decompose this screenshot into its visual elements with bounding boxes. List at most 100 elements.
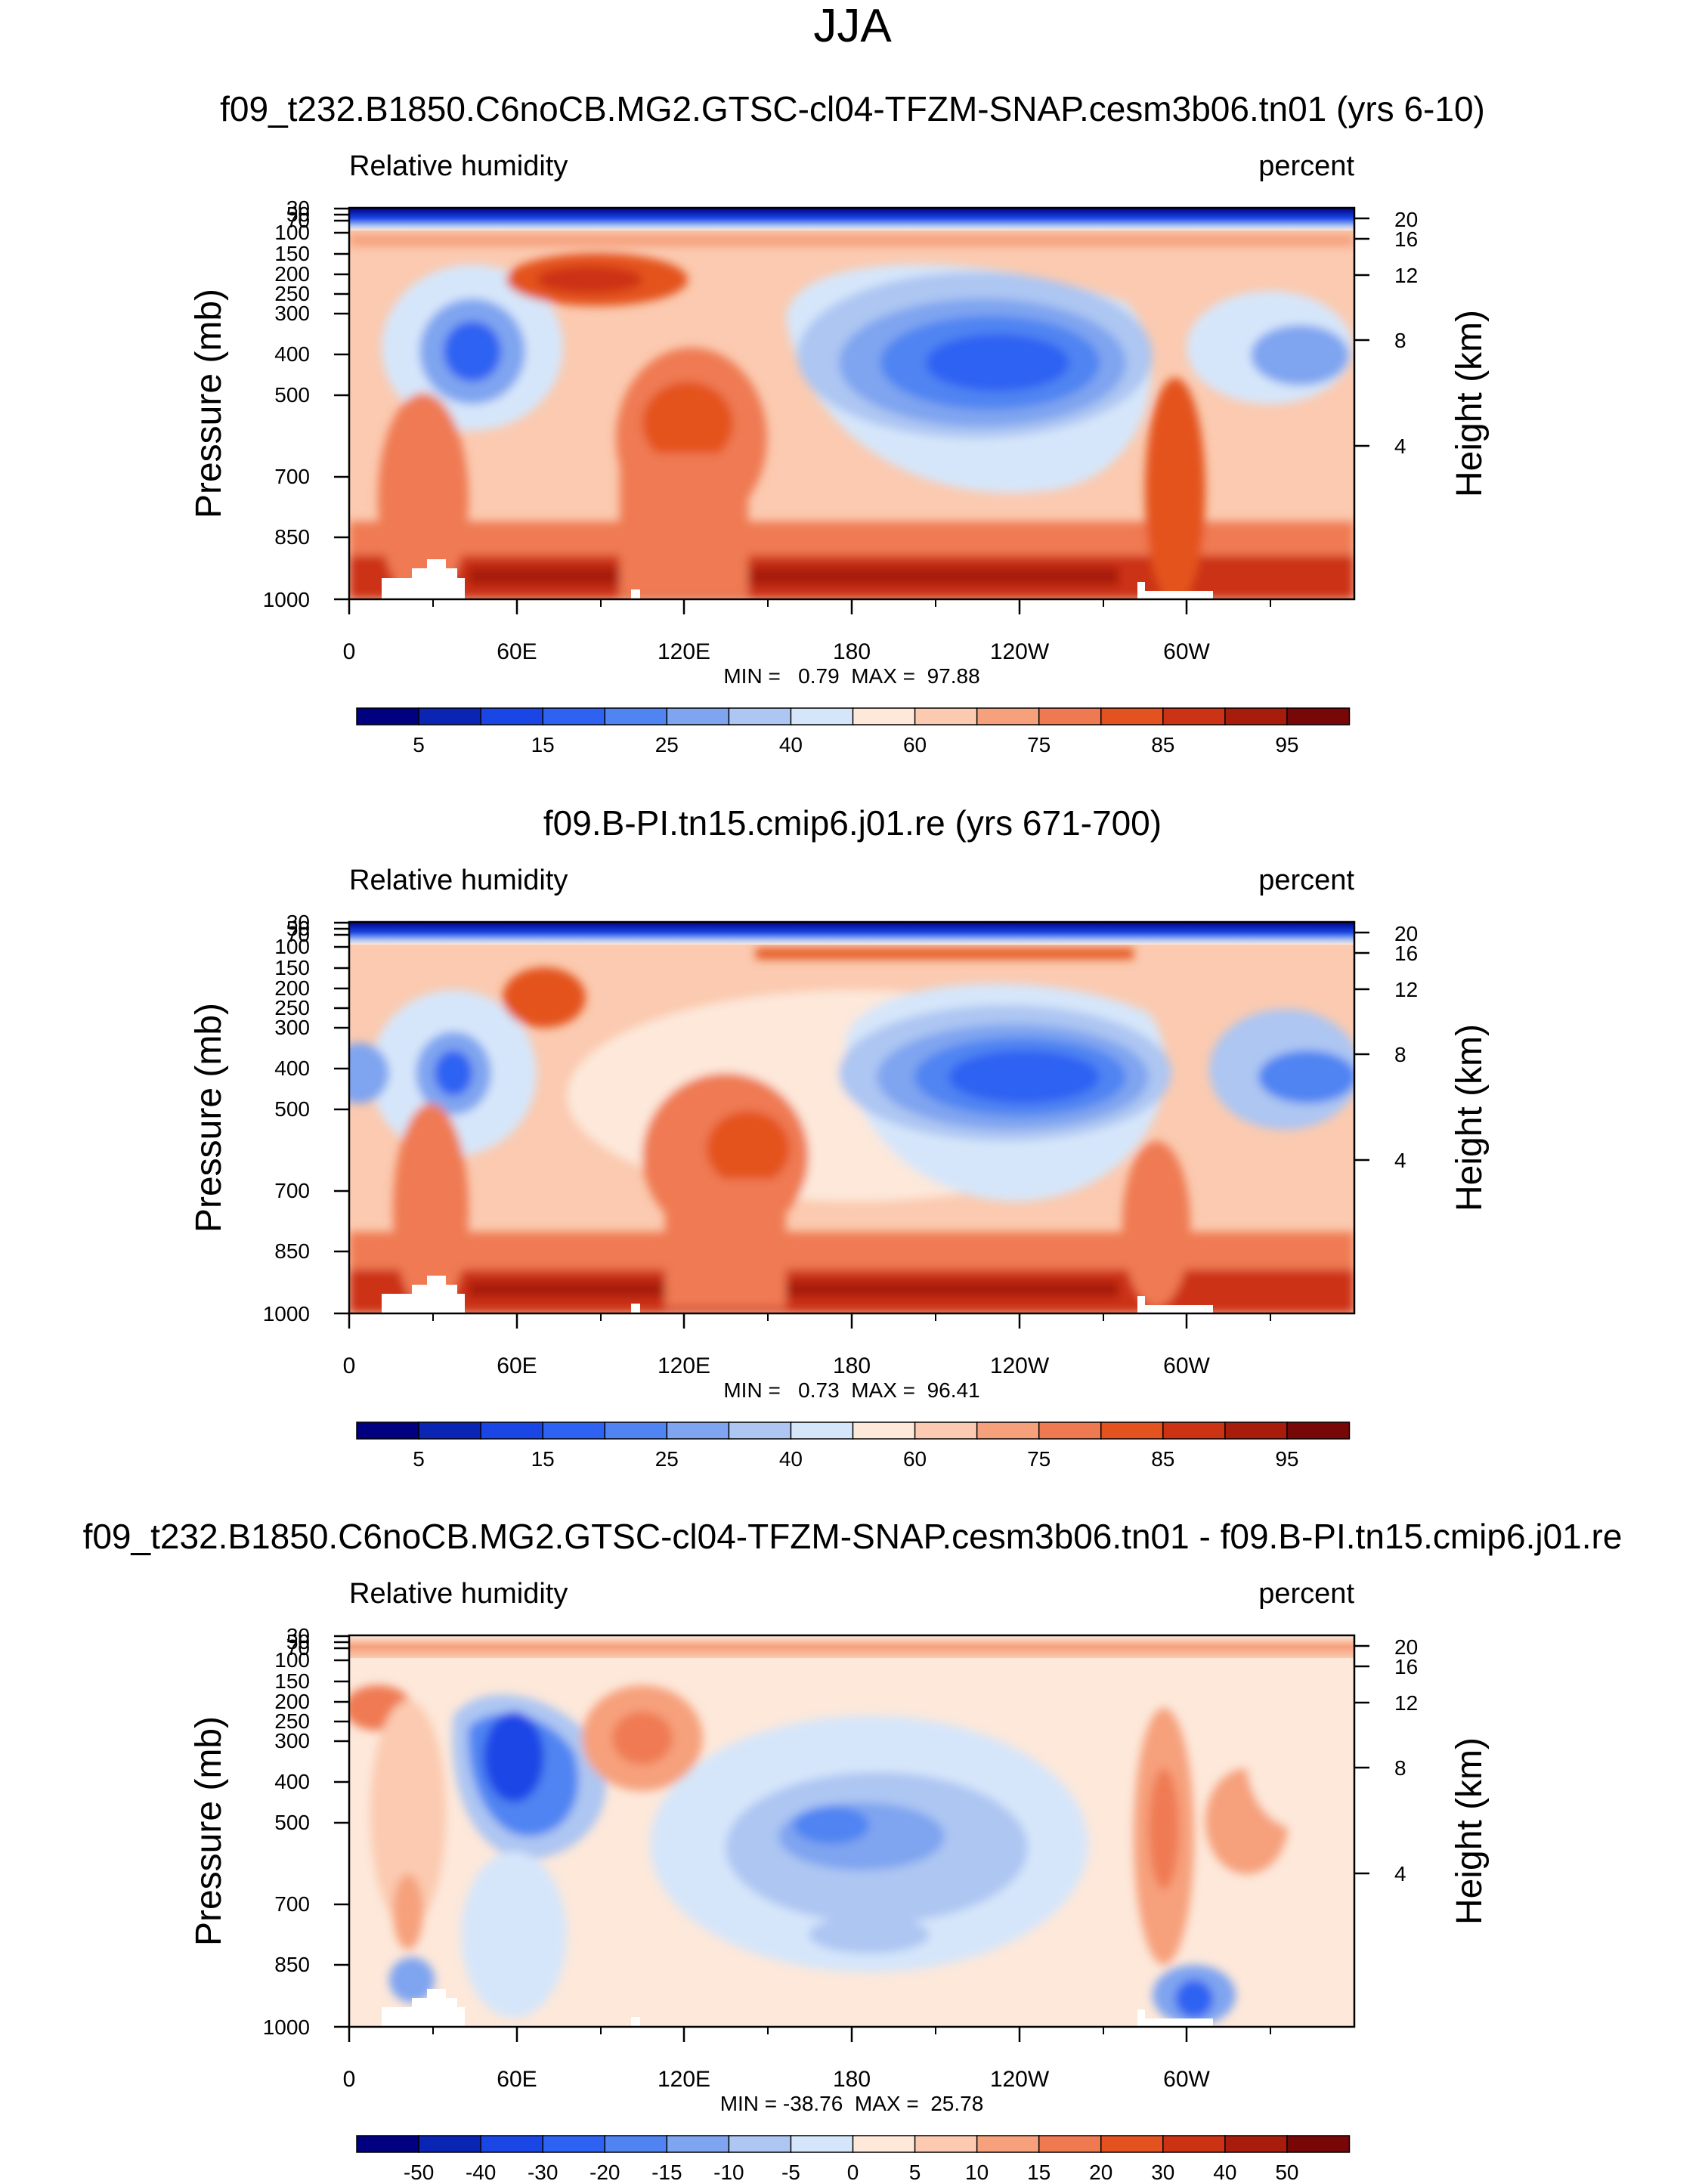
colorbar-swatch	[1100, 2135, 1165, 2153]
colorbar-swatch	[1038, 2135, 1102, 2153]
height-tick-label: 4	[1394, 1149, 1406, 1172]
panel-3-right-axis: 20 16 12 8 4	[1354, 1635, 1418, 1885]
colorbar-swatch	[914, 2135, 978, 2153]
colorbar-swatch	[1224, 1421, 1289, 1440]
panel-2-ylabel: Pressure (mb)	[189, 1003, 229, 1233]
x-tick-label: 120W	[990, 639, 1050, 664]
colorbar-label: -20	[589, 2161, 620, 2184]
height-tick-label: 4	[1394, 1862, 1406, 1885]
y-tick-label: 400	[274, 1770, 310, 1793]
colorbar-label: -5	[781, 2161, 800, 2184]
colorbar-label: 60	[903, 1447, 927, 1471]
y-tick-label: 250	[274, 1709, 310, 1733]
colorbar-label: 5	[413, 733, 425, 756]
y-tick-label: 850	[274, 1953, 310, 1976]
height-tick-label: 12	[1394, 1691, 1418, 1715]
x-tick-label: 120E	[658, 639, 710, 664]
y-tick-label: 300	[274, 302, 310, 325]
x-tick-label: 60E	[497, 1353, 537, 1378]
colorbar-swatch	[542, 707, 606, 725]
panel-2-title: f09.B-PI.tn15.cmip6.j01.re (yrs 671-700)	[543, 803, 1162, 843]
colorbar-label: 25	[655, 733, 679, 756]
y-tick-label: 500	[274, 1811, 310, 1834]
panel-2-missing-topography-right	[1137, 1296, 1213, 1313]
y-tick-label: 1000	[263, 2015, 310, 2039]
panel-3-negative-region-180-inner	[794, 1806, 869, 1844]
height-tick-label: 16	[1394, 1655, 1418, 1678]
panel-3-negative-region-surface-left	[389, 1957, 435, 2003]
panel-1-dry-core-inner	[926, 334, 1069, 391]
panel-3-negative-region-east	[1247, 1693, 1353, 1829]
height-tick-label: 20	[1394, 208, 1418, 231]
panel-1-title: f09_t232.B1850.C6noCB.MG2.GTSC-cl04-TFZM…	[220, 89, 1485, 128]
panel-2-moist-plume-120e-core	[707, 1111, 790, 1186]
panel-1-dry-region-60e-inner	[444, 321, 501, 382]
y-tick-label: 100	[274, 221, 310, 244]
colorbar-swatch	[418, 1421, 482, 1440]
panel-1-missing-topography-small	[631, 589, 640, 599]
y-tick-label: 850	[274, 525, 310, 549]
panel-2-upper-moist-patch	[503, 967, 586, 1028]
y-tick-label: 70	[286, 1636, 310, 1660]
x-tick-label: 120E	[658, 1353, 710, 1378]
x-tick-label: 120E	[658, 2067, 710, 2092]
colorbar-swatch	[1038, 707, 1102, 725]
colorbar-label: 5	[413, 1447, 425, 1471]
panel-3-positive-column-0e-core	[393, 1874, 423, 1950]
y-tick-label: 200	[274, 262, 310, 286]
colorbar-label: 95	[1275, 1447, 1298, 1471]
panel-1-stats: MIN = 0.79 MAX = 97.88	[723, 664, 979, 688]
colorbar-label: 15	[1027, 2161, 1051, 2184]
panel-1-right-axis: 20 16 12 8 4	[1354, 208, 1418, 458]
colorbar-swatch	[728, 2135, 792, 2153]
y-tick-label: 30	[286, 196, 310, 220]
panel-3-strong-dry-anomaly-core	[484, 1712, 544, 1802]
y-tick-label: 150	[274, 1669, 310, 1693]
colorbar-label: -10	[713, 2161, 744, 2184]
colorbar-swatch	[418, 2135, 482, 2153]
panel-1-moist-column-60w	[1145, 378, 1205, 599]
y-tick-label: 150	[274, 242, 310, 265]
height-tick-label: 8	[1394, 1756, 1406, 1780]
colorbar-swatch	[542, 2135, 606, 2153]
height-tick-label: 20	[1394, 922, 1418, 945]
colorbar-swatch	[356, 1421, 420, 1440]
colorbar-swatch	[1224, 2135, 1289, 2153]
colorbar-label: -30	[528, 2161, 558, 2184]
panel-3-units-label: percent	[1258, 1578, 1354, 1610]
panel-1-bottom-axis: 0 60E 120E 180 120W 60W	[343, 599, 1271, 664]
panel-3-colorbar: -50 -40 -30 -20 -15 -10 -5 0 5 10 15 20 30 40 50	[356, 2135, 1351, 2184]
panel-2-dry-region-east-core	[1258, 1050, 1354, 1103]
colorbar-label: 15	[531, 1447, 555, 1471]
colorbar-swatch	[914, 1421, 978, 1440]
panel-2-stratosphere-dry-layer	[349, 922, 1354, 945]
panel-1-upper-moist-band	[349, 234, 1354, 246]
colorbar-label: 50	[1275, 2161, 1298, 2184]
panel-2-variable-label: Relative humidity	[349, 865, 568, 896]
panel-2-ylabel-right: Height (km)	[1450, 1024, 1490, 1211]
y-tick-label: 150	[274, 956, 310, 979]
colorbar-label: -40	[466, 2161, 496, 2184]
x-tick-label: 120W	[990, 2067, 1050, 2092]
panel-1-colorbar: 5 15 25 40 60 75 85 95	[356, 707, 1351, 756]
colorbar-swatch	[852, 707, 916, 725]
panel-3-left-axis: 30 50 70 100 150 200 250 300 400 500 700…	[263, 1624, 310, 2039]
panel-1-moist-column-0e	[378, 393, 469, 599]
height-tick-label: 4	[1394, 435, 1406, 458]
panel-3-ylabel-right: Height (km)	[1450, 1737, 1490, 1925]
x-tick-label: 180	[833, 2067, 871, 2092]
colorbar-label: 15	[531, 733, 555, 756]
panel-2-missing-topography-small	[631, 1304, 640, 1313]
panel-1-missing-topography-left	[382, 559, 465, 599]
panel-1: f09_t232.B1850.C6noCB.MG2.GTSC-cl04-TFZM…	[189, 89, 1490, 756]
panel-3-ylabel: Pressure (mb)	[189, 1716, 229, 1946]
panel-2-upper-moist-band	[756, 948, 1134, 959]
panel-3-positive-column-60w-core	[1149, 1768, 1179, 1889]
y-tick-label: 400	[274, 1056, 310, 1080]
panel-3-stats: MIN = -38.76 MAX = 25.78	[720, 2092, 984, 2115]
height-tick-label: 8	[1394, 329, 1406, 352]
colorbar-swatch	[790, 707, 854, 725]
panel-2-units-label: percent	[1258, 865, 1354, 896]
panel-2-dry-region-west-edge	[349, 1043, 389, 1103]
height-tick-label: 16	[1394, 227, 1418, 251]
